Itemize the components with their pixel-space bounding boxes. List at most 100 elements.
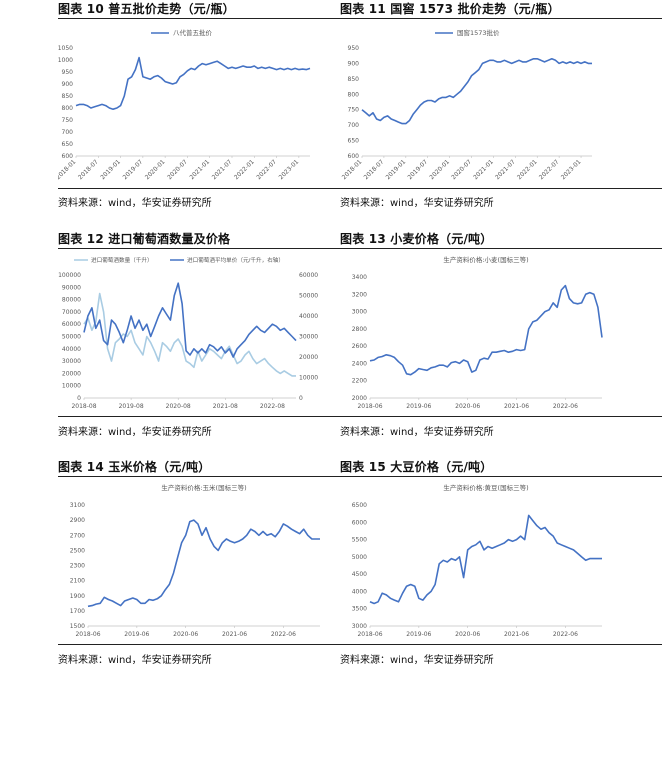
y2-tick-label: 60000 xyxy=(299,272,318,279)
y-tick-label: 700 xyxy=(62,129,74,136)
y-tick-label: 2300 xyxy=(70,563,85,570)
x-tick-label: 2018-08 xyxy=(71,403,96,410)
source-divider xyxy=(340,644,662,645)
source-divider xyxy=(58,188,380,189)
y-tick-label: 6500 xyxy=(352,502,367,509)
series-line xyxy=(83,282,297,358)
y-tick-label: 3200 xyxy=(352,291,367,298)
y-tick-label: 1500 xyxy=(70,623,85,630)
legend-label: 国窖1573批价 xyxy=(457,28,500,37)
x-tick-label: 2020-07 xyxy=(450,158,473,181)
x-tick-label: 2021-07 xyxy=(211,158,234,181)
chart-title: 生产资料价格:黄豆(国标三等) xyxy=(443,483,528,492)
x-tick-label: 2022-07 xyxy=(255,158,278,181)
series-line xyxy=(369,284,603,376)
y-tick-label: 100000 xyxy=(58,272,81,279)
x-tick-label: 2019-06 xyxy=(406,631,431,638)
source-note: 资料来源：wind，华安证券研究所 xyxy=(58,655,212,666)
y-tick-label: 750 xyxy=(62,117,74,124)
y-tick-label: 3000 xyxy=(352,309,367,316)
source-note: 资料来源：wind，华安证券研究所 xyxy=(340,198,494,209)
legend-label: 进口葡萄酒平均单价（元/千升，右轴） xyxy=(187,256,284,264)
y2-tick-label: 20000 xyxy=(299,354,318,361)
panel-title: 图表 12 进口葡萄酒数量及价格 xyxy=(58,232,231,246)
x-tick-label: 2019-06 xyxy=(124,631,149,638)
source-note: 资料来源：wind，华安证券研究所 xyxy=(58,198,212,209)
x-tick-label: 2018-06 xyxy=(75,631,100,638)
x-tick-label: 2019-01 xyxy=(99,158,122,181)
y-tick-label: 800 xyxy=(348,91,360,98)
x-tick-label: 2020-06 xyxy=(173,631,198,638)
y-tick-label: 30000 xyxy=(62,358,81,365)
y-tick-label: 2100 xyxy=(70,578,85,585)
y-tick-label: 650 xyxy=(62,141,74,148)
x-tick-label: 2023-01 xyxy=(278,158,301,181)
x-tick-label: 2022-06 xyxy=(271,631,296,638)
y-tick-label: 90000 xyxy=(62,284,81,291)
x-tick-label: 2021-01 xyxy=(188,158,211,181)
x-tick-label: 2019-01 xyxy=(385,158,408,181)
series-line xyxy=(75,56,311,110)
y-tick-label: 4500 xyxy=(352,571,367,578)
x-tick-label: 2018-07 xyxy=(77,158,100,181)
x-tick-label: 2022-07 xyxy=(538,158,561,181)
title-divider xyxy=(58,248,380,249)
y-tick-label: 2700 xyxy=(70,532,85,539)
y-tick-label: 60000 xyxy=(62,321,81,328)
y-tick-label: 2000 xyxy=(352,395,367,402)
y-tick-label: 2900 xyxy=(70,517,85,524)
x-tick-label: 2021-01 xyxy=(472,158,495,181)
x-tick-label: 2021-07 xyxy=(494,158,517,181)
y-tick-label: 600 xyxy=(348,153,360,160)
series-line xyxy=(369,514,602,605)
chart-15: 生产资料价格:黄豆(国标三等) 3000 3500 4000 4500 5000 5500 6… xyxy=(352,483,602,638)
x-tick-label: 2021-06 xyxy=(504,403,529,410)
y-tick-label: 2600 xyxy=(352,343,367,350)
y-tick-label: 950 xyxy=(62,69,74,76)
x-tick-label: 2021-06 xyxy=(222,631,247,638)
title-divider xyxy=(58,18,380,19)
x-tick-label: 2022-06 xyxy=(553,631,578,638)
chart-title: 生产资料价格:玉米(国标三等) xyxy=(161,483,246,492)
y-tick-label: 650 xyxy=(348,138,360,145)
panel-title: 图表 15 大豆价格（元/吨） xyxy=(340,460,493,474)
x-tick-label: 2020-06 xyxy=(455,631,480,638)
legend-label: 八代普五批价 xyxy=(173,28,213,37)
chart-12: 进口葡萄酒数量（千升） 进口葡萄酒平均单价（元/千升，右轴） 0 10000 20000… xyxy=(58,256,318,410)
x-tick-label: 2019-06 xyxy=(406,403,431,410)
y-tick-label: 5000 xyxy=(352,554,367,561)
y-tick-label: 2800 xyxy=(352,326,367,333)
y-tick-label: 4000 xyxy=(352,588,367,595)
y2-tick-label: 30000 xyxy=(299,334,318,341)
legend-label: 进口葡萄酒数量（千升） xyxy=(91,256,153,264)
y-tick-label: 2200 xyxy=(352,378,367,385)
source-divider xyxy=(58,416,380,417)
panel-title: 图表 10 普五批价走势（元/瓶） xyxy=(58,2,235,16)
y-tick-label: 850 xyxy=(62,93,74,100)
y-tick-label: 50000 xyxy=(62,334,81,341)
y-tick-label: 700 xyxy=(348,122,360,129)
x-tick-label: 2022-08 xyxy=(260,403,285,410)
y-tick-label: 900 xyxy=(62,81,74,88)
y-tick-label: 3100 xyxy=(70,502,85,509)
series-line xyxy=(361,58,592,125)
x-tick-label: 2020-08 xyxy=(166,403,191,410)
x-tick-label: 2018-01 xyxy=(58,158,78,181)
x-tick-label: 2020-01 xyxy=(428,158,451,181)
x-tick-label: 2019-07 xyxy=(122,158,145,181)
y-tick-label: 80000 xyxy=(62,297,81,304)
chart-title: 生产资料价格:小麦(国标三等) xyxy=(443,255,528,264)
y-tick-label: 40000 xyxy=(62,346,81,353)
y-tick-label: 2400 xyxy=(352,360,367,367)
source-note: 资料来源：wind，华安证券研究所 xyxy=(58,427,212,438)
source-divider xyxy=(340,188,662,189)
y-tick-label: 750 xyxy=(348,107,360,114)
y-tick-label: 6000 xyxy=(352,519,367,526)
y-tick-label: 0 xyxy=(77,395,81,402)
panel-title: 图表 11 国窖 1573 批价走势（元/瓶） xyxy=(340,2,560,16)
source-note: 资料来源：wind，华安证券研究所 xyxy=(340,655,494,666)
y-tick-label: 20000 xyxy=(62,370,81,377)
y-tick-label: 3400 xyxy=(352,274,367,281)
x-tick-label: 2020-07 xyxy=(166,158,189,181)
